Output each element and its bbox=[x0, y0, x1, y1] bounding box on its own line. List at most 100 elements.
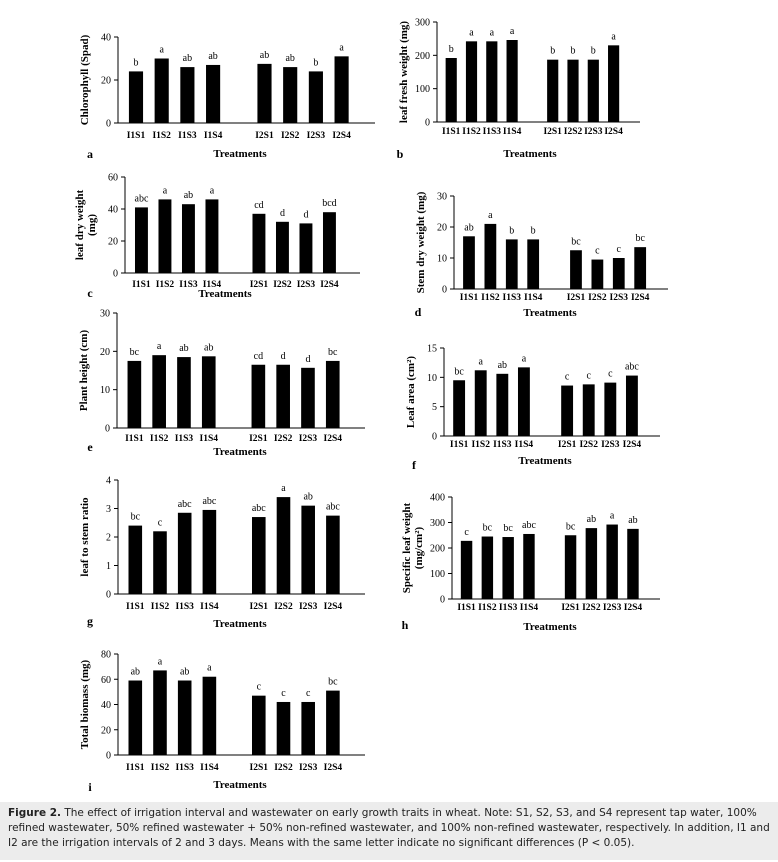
y-tick-label: 30 bbox=[437, 192, 447, 203]
significance-letter: a bbox=[281, 483, 286, 494]
x-tick-label: I1S4 bbox=[204, 131, 223, 141]
x-tick-label: I2S2 bbox=[582, 603, 601, 613]
bar bbox=[127, 360, 142, 428]
bar bbox=[567, 59, 579, 122]
bar bbox=[604, 382, 617, 436]
x-tick-label: I1S3 bbox=[175, 602, 194, 612]
bar bbox=[177, 512, 192, 594]
bar bbox=[181, 204, 195, 273]
bar bbox=[205, 199, 219, 273]
significance-letter: a bbox=[510, 26, 515, 37]
y-tick-label: 400 bbox=[430, 493, 445, 504]
x-tick-label: I1S2 bbox=[481, 293, 500, 303]
significance-letter: cd bbox=[254, 200, 263, 211]
x-tick-label: I1S4 bbox=[200, 602, 219, 612]
y-tick-label: 0 bbox=[440, 595, 445, 606]
bar bbox=[502, 537, 514, 599]
significance-letter: ab bbox=[184, 190, 193, 201]
x-tick-label: I1S1 bbox=[126, 763, 145, 773]
bar bbox=[202, 676, 217, 755]
x-tick-label: I2S3 bbox=[601, 440, 620, 450]
y-tick-label: 60 bbox=[101, 675, 111, 686]
significance-letter: bc bbox=[130, 347, 140, 358]
significance-letter: ab bbox=[204, 342, 213, 353]
y-tick-label: 0 bbox=[105, 424, 110, 435]
panel-letter: f bbox=[412, 458, 417, 472]
significance-letter: c bbox=[586, 370, 591, 381]
bar bbox=[587, 59, 599, 122]
bar bbox=[625, 375, 638, 436]
x-tick-label: I2S4 bbox=[624, 603, 643, 613]
significance-letter: d bbox=[303, 209, 308, 220]
x-tick-label: I1S1 bbox=[450, 440, 469, 450]
x-tick-label: I1S4 bbox=[524, 293, 543, 303]
x-tick-label: I1S3 bbox=[483, 127, 502, 137]
y-tick-label: 3 bbox=[106, 504, 111, 515]
bar bbox=[460, 540, 473, 599]
y-tick-label: 2 bbox=[106, 533, 111, 544]
x-tick-label: I1S4 bbox=[520, 603, 539, 613]
y-axis-label: Leaf area (cm²) bbox=[405, 356, 417, 428]
significance-letter: ab bbox=[179, 343, 188, 354]
bar bbox=[547, 59, 559, 122]
x-axis-label: Treatments bbox=[198, 288, 252, 300]
bar bbox=[591, 259, 604, 289]
y-tick-label: 0 bbox=[442, 285, 447, 296]
y-tick-label: 15 bbox=[427, 344, 437, 355]
bar bbox=[505, 239, 518, 289]
significance-letter: a bbox=[158, 656, 163, 667]
x-tick-label: I1S3 bbox=[179, 280, 198, 290]
significance-letter: c bbox=[281, 688, 286, 699]
significance-letter: a bbox=[522, 353, 527, 364]
bar bbox=[275, 221, 289, 273]
y-axis-label: Plant height (cm) bbox=[78, 330, 90, 412]
y-tick-label: 0 bbox=[106, 751, 111, 762]
x-tick-label: I2S2 bbox=[274, 602, 293, 612]
x-tick-label: I2S2 bbox=[579, 440, 598, 450]
x-tick-label: I2S2 bbox=[564, 127, 583, 137]
significance-letter: a bbox=[490, 27, 495, 38]
significance-letter: bc bbox=[571, 236, 581, 247]
bar bbox=[308, 71, 323, 123]
bar bbox=[496, 373, 509, 436]
significance-letter: ab bbox=[260, 50, 269, 61]
y-tick-label: 40 bbox=[101, 33, 111, 44]
bar bbox=[527, 239, 540, 289]
x-tick-label: I1S4 bbox=[200, 763, 219, 773]
bar bbox=[486, 41, 498, 123]
y-axis-label: (mg) bbox=[86, 214, 98, 236]
bar bbox=[325, 360, 340, 428]
bar bbox=[276, 701, 291, 755]
bar bbox=[564, 535, 577, 599]
x-axis-label: Treatments bbox=[523, 307, 577, 319]
x-tick-label: I2S1 bbox=[249, 434, 268, 444]
significance-letter: a bbox=[610, 511, 615, 522]
significance-letter: bc bbox=[503, 523, 513, 534]
bar bbox=[481, 536, 494, 599]
bar bbox=[202, 509, 217, 594]
significance-letter: b bbox=[571, 46, 576, 57]
significance-letter: b bbox=[509, 225, 514, 236]
x-tick-label: I2S1 bbox=[250, 763, 269, 773]
x-tick-label: I2S1 bbox=[250, 602, 269, 612]
bar bbox=[301, 367, 315, 428]
x-tick-label: I1S3 bbox=[499, 603, 518, 613]
panel-letter: g bbox=[87, 614, 93, 628]
bar bbox=[251, 695, 266, 755]
significance-letter: bc bbox=[635, 233, 645, 244]
significance-letter: ab bbox=[285, 53, 294, 64]
significance-letter: d bbox=[281, 351, 286, 362]
x-axis-label: Treatments bbox=[518, 455, 572, 467]
bar bbox=[252, 213, 266, 273]
y-axis-label: leaf to stem ratio bbox=[79, 497, 91, 577]
x-tick-label: I1S2 bbox=[462, 127, 481, 137]
y-tick-label: 60 bbox=[108, 173, 118, 184]
bar bbox=[523, 533, 535, 599]
x-tick-label: I2S1 bbox=[558, 440, 577, 450]
x-tick-label: I1S1 bbox=[125, 434, 144, 444]
bar bbox=[570, 250, 582, 289]
bar bbox=[153, 531, 167, 594]
bar bbox=[463, 236, 475, 289]
x-tick-label: I1S2 bbox=[151, 763, 170, 773]
x-tick-label: I2S3 bbox=[299, 763, 318, 773]
